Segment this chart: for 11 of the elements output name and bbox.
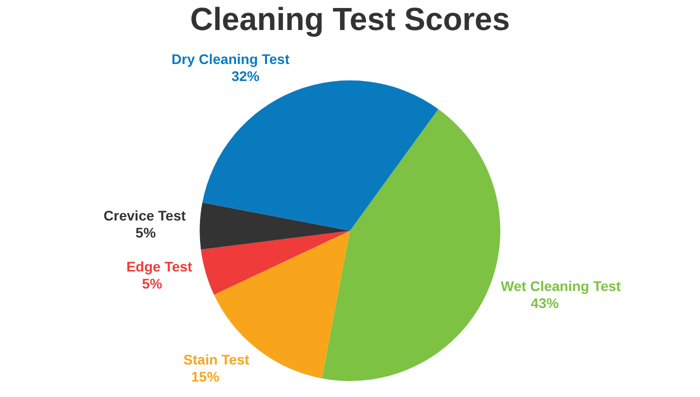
slice-label: Edge Test: [126, 258, 193, 274]
data-label: 43%: [530, 294, 560, 311]
data-label: 5%: [142, 275, 163, 292]
slice-label: Crevice Test: [104, 207, 186, 224]
data-label: 32%: [231, 68, 260, 84]
slice-label: Stain Test: [183, 351, 250, 368]
slice-label: Dry Cleaning Test: [172, 50, 290, 67]
data-label: 15%: [191, 368, 220, 384]
slice-label: Wet Cleaning Test: [500, 278, 622, 294]
chart-title: Cleaning Test Scores: [190, 0, 510, 38]
data-label: 5%: [136, 224, 156, 240]
